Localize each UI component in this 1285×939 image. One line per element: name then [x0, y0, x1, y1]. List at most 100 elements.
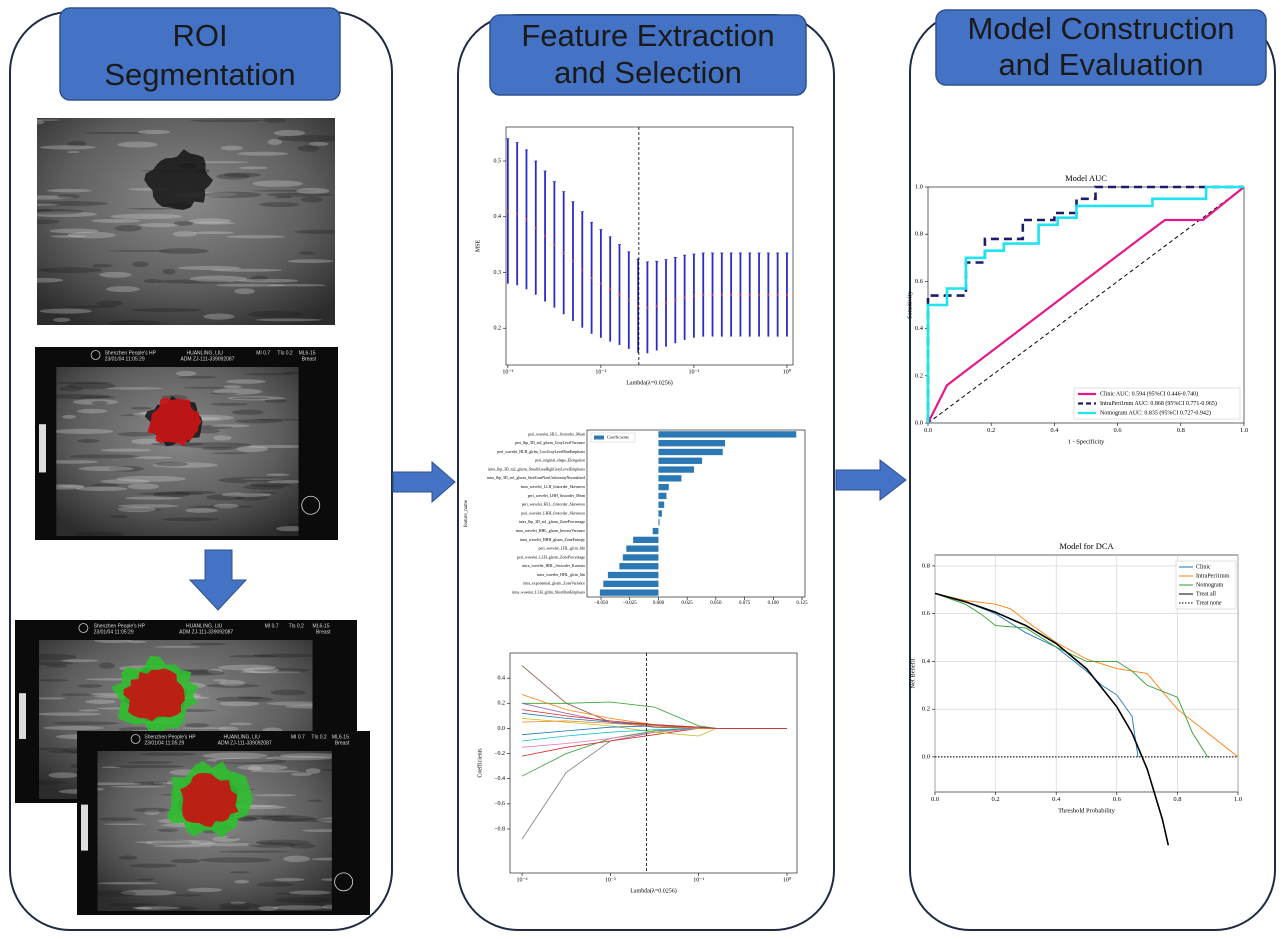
speckle — [106, 286, 140, 292]
speckle — [268, 139, 282, 145]
legend-label: Treat all — [1196, 591, 1216, 597]
bar — [658, 466, 694, 472]
speckle — [38, 679, 68, 681]
speckle — [98, 882, 158, 884]
image-content — [70, 751, 347, 911]
speckle — [35, 697, 66, 699]
x-tick-label: 0.100 — [768, 601, 780, 606]
speckle — [67, 151, 80, 153]
y-axis-label: feature_name — [464, 499, 469, 527]
speckle — [163, 269, 176, 275]
speckle — [219, 903, 260, 909]
feature-label: intra_wavelet_HHL_firstorder_Kurtosis — [522, 564, 585, 568]
speckle — [230, 722, 253, 725]
speckle — [58, 485, 85, 487]
speckle — [274, 878, 305, 881]
x-axis-label: Lambda(λ=0.0256) — [630, 887, 676, 894]
x-tick-label: 10⁻¹ — [688, 369, 699, 375]
feature-label: intra_wavelet_HHL_glcm_Idn — [537, 573, 585, 577]
speckle — [187, 888, 222, 892]
speckle — [296, 188, 329, 194]
speckle — [19, 209, 84, 215]
bar — [619, 563, 658, 569]
speckle — [238, 697, 263, 699]
speckle — [203, 313, 234, 319]
speckle — [309, 142, 329, 146]
bar — [658, 475, 681, 481]
scanner-text: MI 0.7 — [256, 350, 270, 356]
mean-point — [507, 210, 509, 212]
x-tick-label: 0.125 — [796, 601, 808, 606]
feature-label: peri_wavelet_LHH_firstorder_Mean — [528, 494, 585, 498]
bar — [600, 589, 659, 595]
speckle — [118, 507, 157, 512]
scanner-text: ADM ZJ-111-339092087 — [218, 740, 272, 746]
mean-point — [693, 295, 695, 297]
speckle — [218, 665, 275, 671]
speckle — [243, 373, 295, 375]
gray-bar — [19, 693, 26, 739]
speckle — [212, 452, 249, 454]
speckle — [234, 880, 249, 884]
speckle — [173, 231, 198, 236]
speckle — [70, 454, 138, 458]
speckle — [79, 709, 99, 711]
speckle — [271, 690, 306, 696]
mean-point — [665, 302, 667, 304]
bar — [658, 493, 666, 499]
x-tick-label: 10⁻² — [595, 369, 606, 375]
speckle — [238, 279, 298, 283]
speckle — [211, 424, 250, 427]
speckle — [272, 905, 326, 910]
speckle — [37, 712, 102, 716]
speckle — [130, 864, 177, 868]
x-tick-label: −0.025 — [623, 601, 638, 606]
speckle — [137, 878, 154, 880]
speckle — [274, 897, 335, 903]
y-tick-label: −0.8 — [494, 826, 505, 832]
speckle — [127, 761, 172, 764]
y-tick-label: 0.2 — [494, 326, 502, 332]
speckle — [240, 815, 299, 817]
speckle — [131, 407, 152, 410]
plot-area — [510, 653, 797, 873]
legend-label: IntraPeri1mm — [1196, 573, 1230, 579]
speckle — [179, 376, 216, 379]
speckle — [306, 768, 321, 774]
y-tick-label: 0.0 — [915, 419, 923, 426]
speckle — [185, 508, 218, 513]
arrow — [836, 460, 906, 500]
scanner-text: TIs 0.2 — [289, 623, 305, 629]
mean-point — [702, 294, 704, 296]
x-tick-label: 0.025 — [682, 601, 694, 606]
legend-swatch — [594, 436, 604, 440]
bar — [658, 458, 702, 464]
speckle — [189, 276, 247, 282]
speckle — [49, 772, 78, 778]
feature-label: peri_original_shape_Elongation — [535, 459, 585, 463]
speckle — [237, 764, 287, 770]
speckle — [59, 386, 83, 391]
x-tick-label: 0.6 — [1114, 427, 1123, 434]
speckle — [91, 401, 107, 405]
legend-label: Clinic — [1196, 564, 1211, 570]
speckle — [157, 829, 178, 832]
speckle — [57, 194, 79, 198]
speckle — [247, 311, 303, 318]
ultrasound-image — [8, 118, 348, 326]
mean-point — [544, 235, 546, 237]
speckle — [288, 259, 334, 263]
speckle — [262, 118, 286, 122]
speckle — [170, 859, 201, 863]
mean-point — [646, 306, 648, 308]
speckle — [98, 817, 138, 820]
scanner-text: TIs 0.2 — [277, 350, 293, 356]
speckle — [54, 382, 113, 384]
speckle — [111, 786, 166, 788]
mean-point — [581, 269, 583, 271]
speckle — [253, 794, 296, 796]
mean-point — [656, 305, 658, 307]
bar — [633, 537, 658, 543]
mean-point — [767, 294, 769, 296]
